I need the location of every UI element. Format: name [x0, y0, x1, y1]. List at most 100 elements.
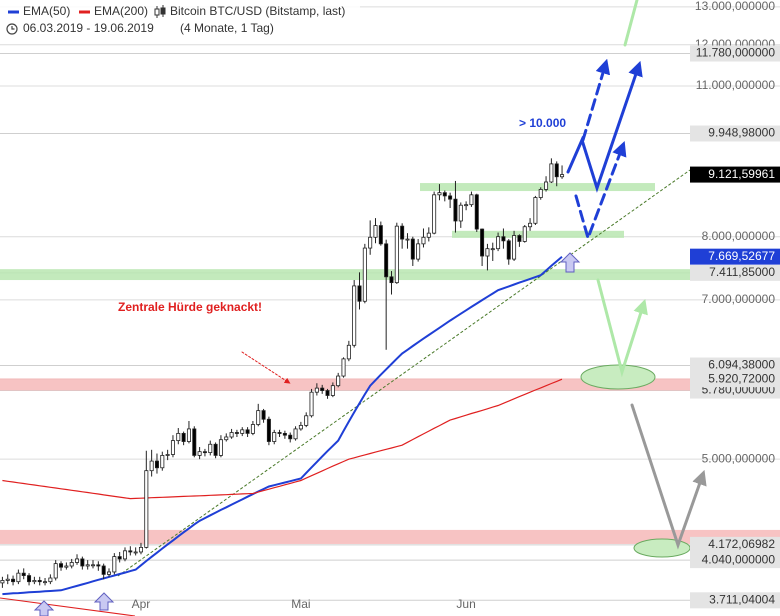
- candle-body: [416, 243, 421, 260]
- candle-body: [464, 204, 469, 207]
- candle-body: [282, 432, 287, 436]
- up-arrow: [559, 252, 581, 273]
- candle-body: [165, 454, 170, 456]
- candle-body: [288, 434, 293, 440]
- date-range: 06.03.2019 - 19.06.2019: [23, 21, 154, 35]
- candle-body: [453, 198, 458, 222]
- candle-body: [11, 578, 16, 583]
- candle-body: [202, 451, 207, 454]
- signal-arrows: [33, 252, 581, 616]
- candle-body: [59, 563, 64, 568]
- candle-body: [544, 181, 549, 190]
- candle-body: [240, 429, 245, 434]
- candle-body: [122, 550, 127, 560]
- candle-body: [272, 432, 277, 442]
- annotation: Zentrale Hürde geknackt!: [118, 300, 262, 314]
- candle-body: [37, 580, 42, 583]
- ema-line: [2, 378, 563, 500]
- candle-body: [234, 432, 239, 434]
- ema-line: [2, 255, 563, 596]
- candle-body: [197, 451, 202, 456]
- target-ellipse: [633, 538, 691, 558]
- price-label: 7.669,52677: [708, 249, 775, 263]
- candle-body: [144, 470, 149, 548]
- candle-body: [432, 194, 437, 234]
- candle-body: [298, 424, 303, 430]
- candle-body: [512, 235, 517, 260]
- candle-body: [458, 204, 463, 222]
- clock-icon: [11, 26, 15, 30]
- candle-body: [128, 550, 133, 553]
- scenario-arrows: [241, 0, 707, 558]
- candle-body: [506, 240, 511, 260]
- trend-line: [0, 597, 136, 616]
- y-tick-label: 11.000,000000: [696, 78, 776, 92]
- trend-line: [117, 169, 691, 577]
- candle-body: [373, 225, 378, 238]
- candle-body: [368, 236, 373, 249]
- candle-body: [442, 192, 447, 197]
- price-box: [690, 125, 780, 142]
- candle-body: [346, 344, 351, 360]
- candle-body: [560, 174, 565, 178]
- candle-body: [341, 358, 346, 377]
- candle-body: [304, 415, 309, 426]
- candle-body: [69, 562, 74, 567]
- price-label: 9.948,98000: [708, 126, 775, 140]
- zone: [0, 529, 780, 544]
- axis-labels: 13.000,00000012.000,00000011.000,0000008…: [132, 0, 776, 611]
- candle-body: [330, 385, 335, 396]
- zone: [452, 230, 624, 238]
- price-labels: 11.780,000000 9.948,98000 9.121,59961 7.669…: [690, 45, 780, 609]
- legend: EMA(50) EMA(200) Bitcoin BTC/USD (Bitsta…: [0, 0, 360, 38]
- candle-body: [16, 572, 21, 583]
- x-tick-label: Mai: [291, 597, 310, 611]
- price-label: 11.780,000000: [696, 46, 776, 60]
- zone: [420, 183, 655, 192]
- candle-body: [213, 443, 218, 456]
- candle-body: [181, 432, 186, 442]
- price-label: 4.040,000000: [702, 552, 776, 566]
- candle-body: [48, 577, 53, 583]
- candle-body: [75, 558, 80, 563]
- candle-body: [112, 556, 117, 573]
- candle-body: [378, 225, 383, 245]
- arrow: [596, 278, 648, 378]
- price-box: [690, 592, 780, 609]
- candle-body: [517, 235, 522, 242]
- candle-icon: [154, 5, 166, 18]
- candle-body: [138, 546, 143, 553]
- annotation: > 10.000: [519, 116, 566, 130]
- arrow: [623, 0, 639, 47]
- candle-body: [362, 247, 367, 302]
- candle-body: [400, 225, 405, 240]
- candle-body: [389, 276, 394, 284]
- candle-body: [309, 391, 314, 417]
- arrow: [574, 140, 627, 243]
- candle-body: [176, 432, 181, 442]
- price-box: [690, 45, 780, 62]
- arrow: [581, 58, 611, 142]
- candle-body: [549, 163, 554, 183]
- x-tick-label: Jun: [456, 597, 475, 611]
- candle-body: [80, 558, 85, 567]
- candle-body: [208, 443, 213, 453]
- candle-body: [384, 243, 389, 278]
- price-box: [690, 166, 780, 183]
- candle-body: [53, 563, 58, 579]
- legend-label: EMA(50): [23, 4, 70, 18]
- price-label: 3.711,04004: [709, 592, 775, 606]
- candle-body: [250, 424, 255, 434]
- period: (4 Monate, 1 Tag): [180, 21, 274, 35]
- price-label: 5.920,72000: [708, 371, 775, 385]
- candle-body: [256, 410, 261, 425]
- price-label: 7.411,85000: [709, 265, 775, 279]
- price-label: 9.121,59961: [708, 167, 775, 181]
- candle-body: [448, 195, 453, 200]
- y-tick-label: 5.000,000000: [702, 451, 776, 465]
- price-box: [690, 536, 780, 553]
- candle-body: [394, 225, 399, 284]
- candle-body: [64, 565, 69, 568]
- candle-body: [43, 581, 48, 584]
- candle-body: [474, 194, 479, 230]
